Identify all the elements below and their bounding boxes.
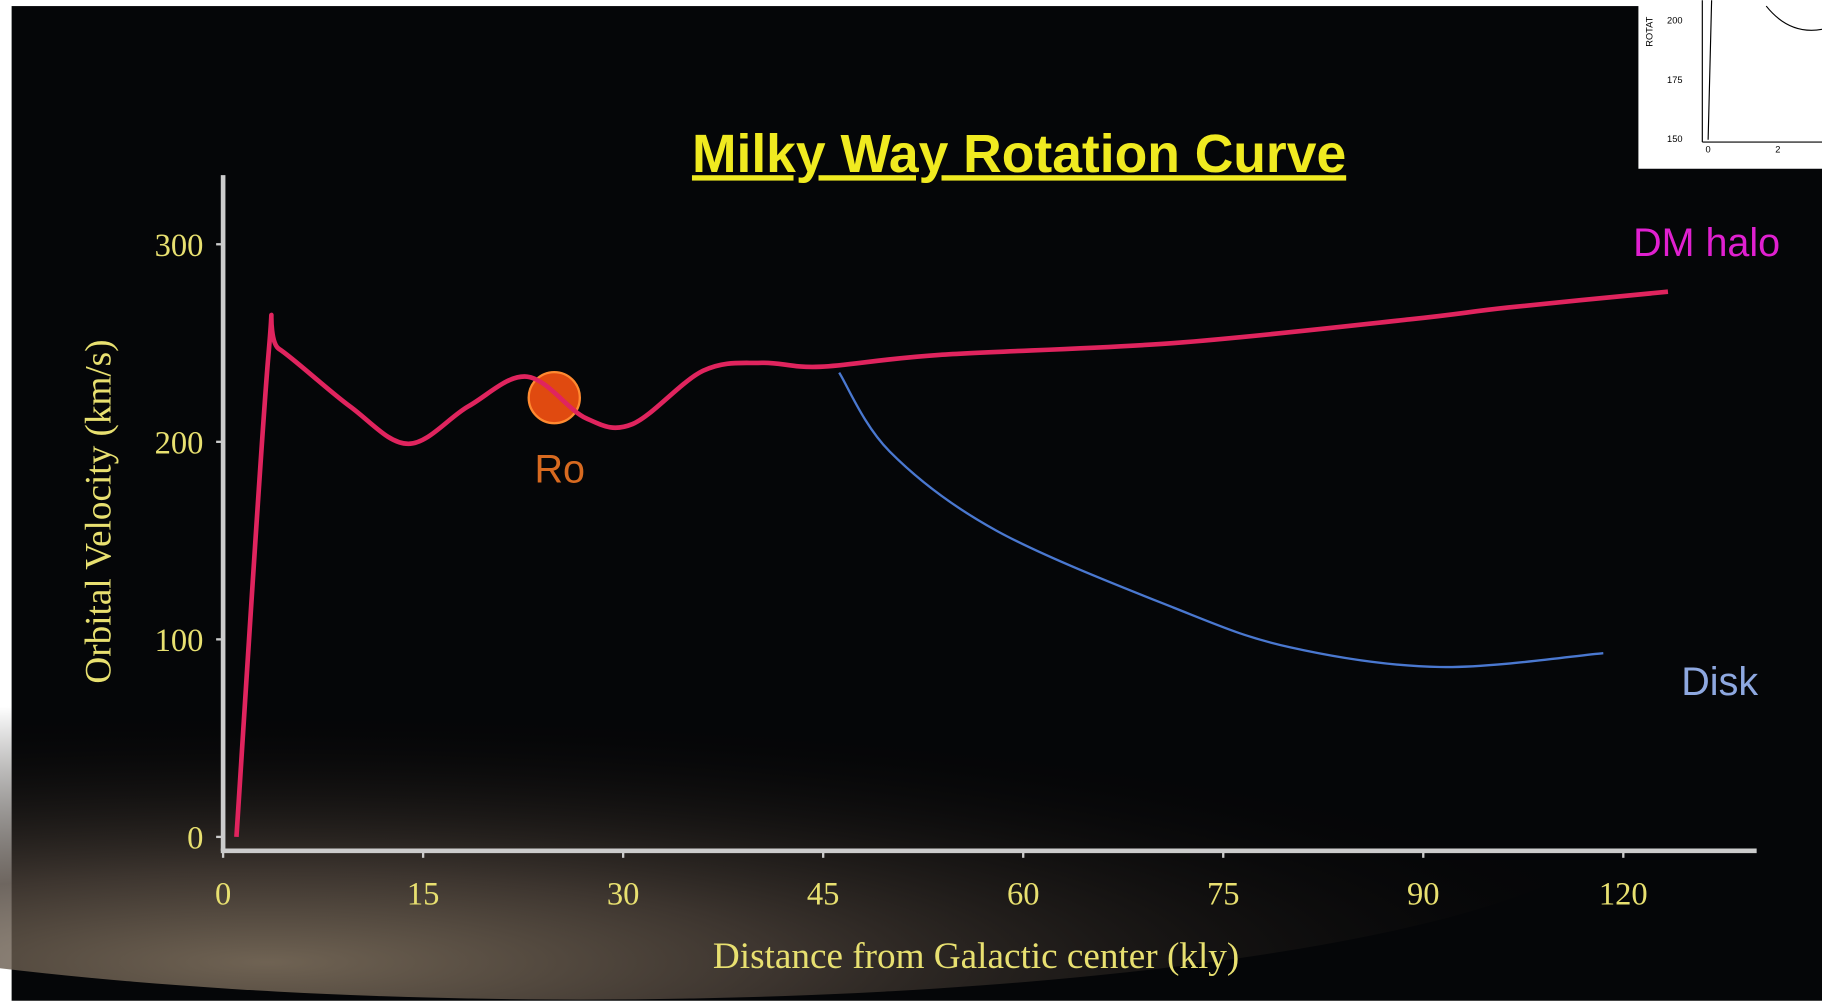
inset-tick: 0 xyxy=(1706,144,1711,154)
chart-title: Milky Way Rotation Curve xyxy=(692,125,1346,184)
x-tick-label: 30 xyxy=(607,876,640,912)
milky-way xyxy=(0,627,1627,1000)
y-tick-label: 300 xyxy=(155,228,204,264)
y-tick-label: 200 xyxy=(155,425,204,461)
inset: 200 175 150 0 2 ROTAT xyxy=(1638,0,1822,169)
inset-tick: 150 xyxy=(1667,134,1683,144)
x-tick-label: 0 xyxy=(215,876,231,912)
x-tick-label: 45 xyxy=(807,876,840,912)
x-axis-label: Distance from Galactic center (kly) xyxy=(713,936,1239,977)
series-line xyxy=(234,289,1669,838)
x-tick-label: 120 xyxy=(1599,876,1648,912)
annotation: Ro xyxy=(535,447,586,491)
inset-axis-label: ROTAT xyxy=(1644,16,1654,46)
series-line xyxy=(838,372,1604,669)
y-axis-label: Orbital Velocity (km/s) xyxy=(78,339,119,683)
y-tick-label: 0 xyxy=(187,821,203,857)
series-label: Disk xyxy=(1681,660,1758,704)
inset-tick: 200 xyxy=(1667,16,1683,26)
x-tick-label: 90 xyxy=(1407,876,1440,912)
y-tick-label: 100 xyxy=(155,623,204,659)
x-tick-label: 75 xyxy=(1207,876,1240,912)
x-tick-label: 60 xyxy=(1007,876,1040,912)
series-label: DM halo xyxy=(1633,221,1780,265)
inset-tick: 2 xyxy=(1775,144,1780,154)
x-tick-label: 15 xyxy=(407,876,440,912)
inset-tick: 175 xyxy=(1667,75,1683,85)
